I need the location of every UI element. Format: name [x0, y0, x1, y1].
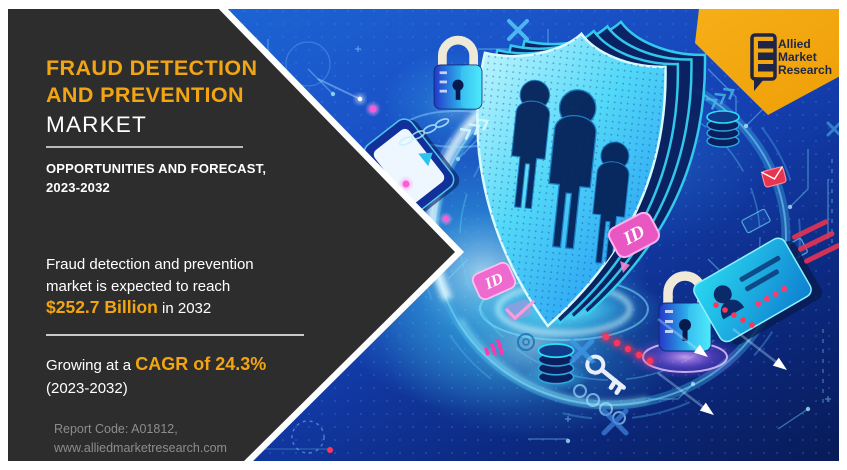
red-dot-trail	[327, 302, 755, 453]
key-icon	[585, 354, 626, 395]
speech-bubble-tail	[754, 77, 765, 91]
divider-line	[46, 146, 243, 148]
server-stack-icon	[522, 343, 590, 391]
logo-text-line2: Market	[778, 50, 817, 64]
logo-text-line1: Allied	[778, 37, 811, 51]
svg-text:ID: ID	[482, 270, 507, 293]
report-code: Report Code: A01812,	[54, 422, 178, 436]
panel-overlay: Allied Market Research	[8, 9, 839, 461]
forecast-suffix: in 2032	[157, 300, 212, 317]
chevron-arrows	[705, 87, 736, 110]
growth-text: Growing at a CAGR of 24.3% (2023-2032)	[46, 353, 266, 400]
at-symbol-icon	[517, 333, 535, 351]
corner-ribbon	[695, 9, 839, 115]
envelope-icon	[760, 166, 787, 188]
coin-trail	[398, 118, 450, 146]
id-card-icon	[693, 237, 823, 345]
page-title-line1: FRAUD DETECTION	[46, 56, 258, 80]
growth-prefix: Growing at a	[46, 357, 136, 374]
logo-text-line3: Research	[778, 63, 832, 77]
subtitle-line1: OPPORTUNITIES AND FORECAST,	[46, 161, 267, 176]
forecast-value: $252.7 Billion	[46, 297, 158, 317]
bottom-left-accents	[285, 41, 331, 454]
growth-period: (2023-2032)	[46, 380, 128, 397]
red-bars	[791, 219, 839, 264]
forecast-line2: market is expected to reach	[46, 277, 231, 295]
website-url: www.alliedmarketresearch.com	[54, 440, 227, 455]
page-title: FRAUD DETECTION AND PREVENTION MARKET	[46, 55, 257, 138]
forecast-line1: Fraud detection and prevention	[46, 256, 254, 273]
bar-chart-icon	[484, 338, 505, 356]
cross-marks	[507, 19, 839, 436]
page-title-line2: AND PREVENTION	[46, 83, 244, 107]
cagr-value: CAGR of 24.3%	[135, 354, 267, 374]
id-tag: ID	[605, 209, 663, 261]
shield-with-users-icon	[455, 19, 707, 336]
circuit-traces	[263, 29, 833, 450]
forecast-subtitle: OPPORTUNITIES AND FORECAST, 2023-2032	[46, 160, 266, 197]
chevron-arrows	[459, 118, 490, 141]
left-panel	[8, 9, 455, 461]
subtitle-line2: 2023-2032	[46, 179, 110, 195]
smartphone-icon	[363, 118, 460, 214]
page-title-line3: MARKET	[46, 112, 147, 137]
amr-logo: Allied Market Research	[750, 33, 832, 91]
content-frame: ID ID	[8, 9, 839, 461]
checkmark-badge	[505, 299, 535, 322]
cursor-pointer	[620, 261, 630, 273]
report-footer: Report Code: A01812, www.alliedmarketres…	[54, 420, 227, 457]
pink-glow-dots	[365, 101, 453, 226]
divider-line	[46, 334, 304, 336]
comet-arrows	[317, 78, 787, 415]
id-tag: ID	[469, 259, 519, 303]
logo-bars	[758, 41, 776, 72]
market-forecast-text: Fraud detection and prevention market is…	[46, 254, 254, 320]
